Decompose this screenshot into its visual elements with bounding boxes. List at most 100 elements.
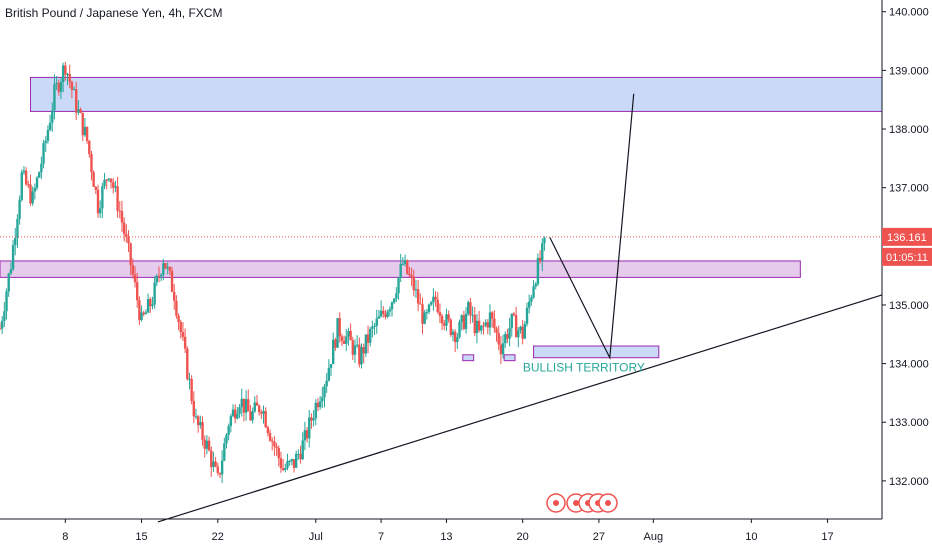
candle-body[interactable] <box>125 233 128 237</box>
candle-body[interactable] <box>223 443 226 461</box>
candle-body[interactable] <box>430 302 433 305</box>
candle-body[interactable] <box>460 315 463 322</box>
candle-body[interactable] <box>410 275 413 277</box>
candle-body[interactable] <box>419 303 422 305</box>
candle-body[interactable] <box>436 299 439 313</box>
zone-supply-0[interactable] <box>29 76 883 112</box>
candle-body[interactable] <box>107 178 111 180</box>
candle-body[interactable] <box>388 309 392 312</box>
candle-body[interactable] <box>220 460 224 475</box>
candle-body[interactable] <box>373 325 376 327</box>
candle-body[interactable] <box>297 453 300 455</box>
candle-body[interactable] <box>292 459 296 468</box>
candle-body[interactable] <box>173 291 176 301</box>
candle-body[interactable] <box>61 65 65 83</box>
candle-body[interactable] <box>423 312 426 324</box>
candle-body[interactable] <box>543 237 546 244</box>
candle-body[interactable] <box>523 323 527 339</box>
candle-body[interactable] <box>358 344 361 365</box>
candle-body[interactable] <box>24 170 28 185</box>
candle-body[interactable] <box>0 320 4 329</box>
candle-body[interactable] <box>312 418 315 421</box>
candle-body[interactable] <box>484 322 487 326</box>
candle-body[interactable] <box>318 401 322 408</box>
candle-body[interactable] <box>279 458 283 469</box>
candle-body[interactable] <box>149 299 152 307</box>
candle-body[interactable] <box>199 422 202 426</box>
candle-body[interactable] <box>281 468 285 470</box>
candle-body[interactable] <box>7 273 10 292</box>
candle-body[interactable] <box>453 331 457 343</box>
candle-body[interactable] <box>342 340 346 344</box>
candle-body[interactable] <box>477 320 481 331</box>
candle-body[interactable] <box>266 427 270 434</box>
candle-body[interactable] <box>51 110 54 123</box>
candle-body[interactable] <box>395 293 398 299</box>
candle-body[interactable] <box>103 179 106 187</box>
candle-body[interactable] <box>403 260 407 264</box>
candle-body[interactable] <box>112 182 115 188</box>
candle-body[interactable] <box>157 275 161 277</box>
candle-body[interactable] <box>138 300 141 321</box>
candle-body[interactable] <box>349 330 352 341</box>
candle-body[interactable] <box>538 257 542 261</box>
candle-body[interactable] <box>412 276 415 291</box>
candle-body[interactable] <box>5 291 8 312</box>
candle-body[interactable] <box>325 380 328 387</box>
candle-body[interactable] <box>514 315 518 338</box>
candle-body[interactable] <box>451 331 455 335</box>
candle-body[interactable] <box>271 440 274 442</box>
candle-body[interactable] <box>530 297 533 302</box>
candle-body[interactable] <box>146 299 150 313</box>
candle-body[interactable] <box>345 336 348 344</box>
candle-body[interactable] <box>101 186 104 209</box>
candle-body[interactable] <box>159 274 163 277</box>
candle-body[interactable] <box>377 316 381 319</box>
candle-body[interactable] <box>57 82 60 92</box>
candle-body[interactable] <box>48 122 52 131</box>
candle-body[interactable] <box>327 368 331 381</box>
candle-body[interactable] <box>14 237 17 246</box>
candle-body[interactable] <box>81 112 84 136</box>
candle-body[interactable] <box>190 378 193 402</box>
candle-body[interactable] <box>142 312 145 315</box>
candle-body[interactable] <box>277 448 280 459</box>
candle-body[interactable] <box>122 222 126 234</box>
candle-body[interactable] <box>517 330 520 338</box>
candle-body[interactable] <box>321 397 324 402</box>
candle-body[interactable] <box>68 73 71 82</box>
zone-small-3[interactable] <box>462 354 475 362</box>
candle-body[interactable] <box>456 337 459 343</box>
candle-body[interactable] <box>31 191 34 204</box>
candle-body[interactable] <box>382 310 385 314</box>
candle-body[interactable] <box>432 296 435 303</box>
candle-body[interactable] <box>98 208 102 214</box>
candle-body[interactable] <box>490 312 494 319</box>
candle-body[interactable] <box>534 284 537 287</box>
candle-body[interactable] <box>303 430 307 441</box>
candle-body[interactable] <box>366 334 370 343</box>
candle-body[interactable] <box>262 411 265 414</box>
candle-body[interactable] <box>299 453 302 460</box>
candle-body[interactable] <box>528 301 531 308</box>
candle-body[interactable] <box>75 89 78 113</box>
candle-body[interactable] <box>114 186 117 188</box>
candle-body[interactable] <box>234 409 237 419</box>
candle-body[interactable] <box>131 265 135 275</box>
candle-body[interactable] <box>392 298 396 303</box>
candle-body[interactable] <box>44 140 47 144</box>
candle-body[interactable] <box>168 267 172 271</box>
candle-body[interactable] <box>458 321 461 338</box>
candle-body[interactable] <box>29 184 32 204</box>
candle-body[interactable] <box>203 439 206 449</box>
candle-body[interactable] <box>497 332 500 345</box>
candle-body[interactable] <box>55 82 58 85</box>
candle-body[interactable] <box>314 402 317 419</box>
candle-body[interactable] <box>231 409 235 417</box>
candle-body[interactable] <box>11 245 15 270</box>
candle-body[interactable] <box>42 143 45 164</box>
candle-body[interactable] <box>264 411 267 428</box>
candle-body[interactable] <box>353 345 357 355</box>
candle-body[interactable] <box>519 326 522 331</box>
